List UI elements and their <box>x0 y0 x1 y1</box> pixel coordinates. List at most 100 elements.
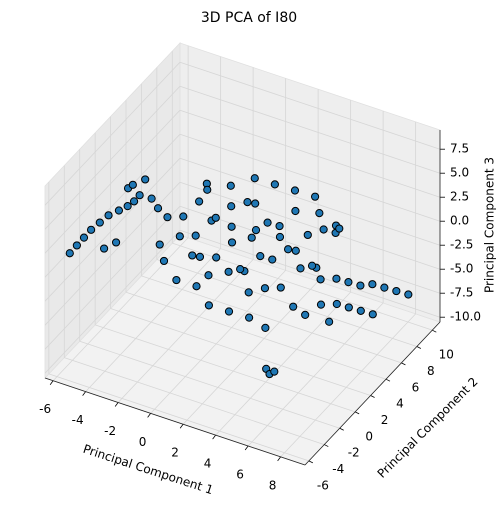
grid-line <box>44 229 181 374</box>
y-tick-label: 4 <box>396 397 404 411</box>
point <box>226 181 235 190</box>
point <box>153 204 163 213</box>
x-tick-label: 0 <box>139 435 147 449</box>
grid-line <box>280 313 416 458</box>
y-tick-label: 10 <box>439 348 454 362</box>
point <box>268 255 277 264</box>
z-tick-label: 2.5 <box>450 190 469 204</box>
point <box>224 307 234 316</box>
point <box>250 174 259 183</box>
tick-mark <box>354 411 360 415</box>
grid-line <box>179 61 441 150</box>
x-tick-label: -4 <box>72 413 84 427</box>
point <box>316 275 325 284</box>
tick-mark <box>179 423 184 429</box>
z-tick-label: 0.0 <box>450 214 469 228</box>
point <box>192 282 201 291</box>
point <box>310 192 320 201</box>
point <box>123 202 132 211</box>
tick-mark <box>244 445 249 451</box>
x-tick-label: 8 <box>269 478 277 492</box>
point <box>172 275 181 285</box>
tick-mark <box>339 427 344 431</box>
point <box>195 252 205 261</box>
grid-line <box>179 205 441 294</box>
point <box>99 244 109 253</box>
tick-mark <box>401 362 406 366</box>
grid-line <box>156 259 417 347</box>
y-tick-label: -2 <box>348 446 360 460</box>
z-tick-label: -2.5 <box>450 238 473 252</box>
tick-mark <box>147 413 151 418</box>
grid-line <box>179 109 441 198</box>
grid-line <box>44 61 181 206</box>
point <box>72 241 81 250</box>
point <box>128 180 137 189</box>
point <box>261 323 270 332</box>
point <box>325 317 334 326</box>
point <box>104 211 113 220</box>
point <box>111 238 121 247</box>
y-tick-label: 8 <box>427 364 435 378</box>
point <box>283 245 293 254</box>
grid-line <box>179 85 441 174</box>
grid-line <box>179 181 441 270</box>
point <box>95 218 104 227</box>
grid-line <box>95 324 356 413</box>
grid-line <box>179 157 441 246</box>
z-axis-label: Principal Component 3 <box>483 157 497 293</box>
point <box>247 233 256 242</box>
x-tick-label: -6 <box>39 402 51 416</box>
point <box>275 232 285 242</box>
point <box>175 232 184 241</box>
x-tick-label: -2 <box>104 424 116 438</box>
tick-mark <box>114 402 119 407</box>
point <box>129 197 139 206</box>
y-tick-label: 2 <box>381 413 389 427</box>
point <box>204 301 213 310</box>
grid-line <box>150 270 286 414</box>
point <box>159 256 169 266</box>
point <box>260 284 270 293</box>
point <box>356 306 365 315</box>
point <box>236 265 245 274</box>
y-tick-label: -6 <box>317 478 329 492</box>
y-tick-label: -4 <box>332 462 344 476</box>
point <box>224 267 233 276</box>
tick-mark <box>49 380 54 385</box>
point <box>227 222 236 231</box>
point <box>344 278 353 287</box>
point <box>315 208 324 218</box>
tick-mark <box>308 460 314 464</box>
point <box>319 225 328 234</box>
x-tick-label: 2 <box>171 446 179 460</box>
point <box>290 186 300 195</box>
point <box>276 283 285 292</box>
point <box>204 271 213 280</box>
z-tick-label: -10.0 <box>450 310 481 324</box>
grid-line <box>44 157 181 302</box>
point <box>147 194 156 203</box>
grid-line <box>44 85 181 230</box>
point <box>65 249 74 258</box>
y-tick-label: 0 <box>365 429 373 443</box>
point <box>392 286 401 296</box>
point <box>212 253 221 262</box>
point <box>380 283 389 292</box>
z-tick-label: -5.0 <box>450 262 473 276</box>
point <box>79 233 89 242</box>
grid-line <box>215 291 351 436</box>
grid-line <box>141 275 402 364</box>
grid-line <box>85 248 221 392</box>
point <box>303 230 312 240</box>
point <box>291 246 300 255</box>
y-tick-label: 6 <box>412 380 420 394</box>
grid-line <box>64 357 325 445</box>
point <box>203 185 212 194</box>
point <box>368 280 377 289</box>
grid-line <box>125 291 387 380</box>
point <box>195 197 204 206</box>
point <box>245 313 254 322</box>
point <box>114 206 124 215</box>
